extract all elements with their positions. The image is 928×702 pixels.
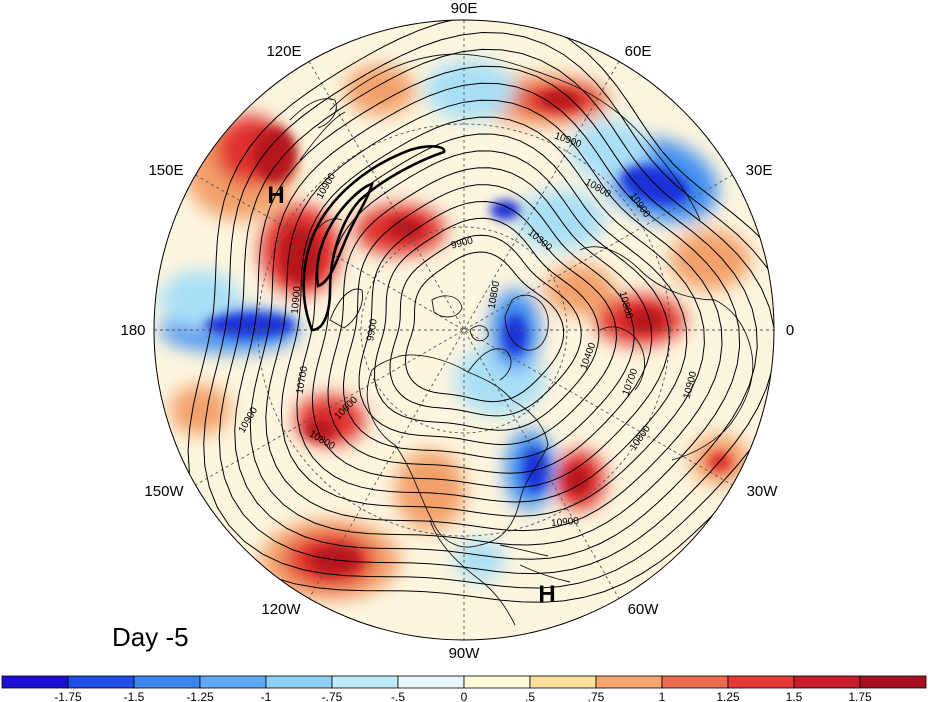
anomaly-blob — [395, 450, 465, 530]
colorbar-swatch — [67, 675, 135, 689]
contour-label: 10700 — [295, 365, 311, 395]
lon-label-120w: 120W — [261, 601, 301, 618]
colorbar-tick-label: 1.5 — [786, 690, 803, 702]
anomaly-blob — [345, 65, 415, 115]
lon-label-60e: 60E — [625, 43, 652, 60]
contour-label: 10900 — [290, 285, 303, 314]
anomaly-blob — [455, 540, 505, 580]
contour-label: 10800 — [487, 280, 503, 310]
colorbar-swatch — [133, 675, 201, 689]
height-contour — [187, 20, 774, 603]
colorbar-tick-label: 0 — [461, 690, 468, 702]
colorbar-swatch — [463, 675, 531, 689]
graticule — [154, 20, 774, 640]
colorbar-tick-label: 1.25 — [716, 690, 740, 702]
anomaly-blob — [503, 315, 527, 355]
colorbar-swatch — [397, 675, 465, 689]
lon-label-60w: 60W — [628, 601, 660, 618]
colorbar-swatch — [661, 675, 729, 689]
colorbar-tick-label: -.5 — [391, 690, 405, 702]
lon-label-90w: 90W — [449, 645, 481, 662]
anomaly-blob — [570, 120, 650, 180]
height-contour — [265, 99, 723, 532]
contour-label: 9900 — [365, 318, 380, 342]
height-contour — [311, 150, 670, 489]
anomaly-blob — [620, 165, 690, 205]
colorbar-swatch — [727, 675, 795, 689]
lon-label-90e: 90E — [451, 0, 478, 17]
anomaly-blob — [425, 60, 515, 120]
anomaly-blob — [627, 308, 663, 332]
panel-label: Day -5 — [112, 622, 189, 652]
colorbar: -1.75 -1.5 -1.25 -1 -.75 -.5 0 .5 .75 1 1.25 1.5 1.7… — [1, 675, 927, 702]
lon-label-120e: 120E — [266, 43, 301, 60]
lon-label-30w: 30W — [747, 483, 779, 500]
height-contour — [234, 65, 758, 560]
height-contour — [280, 116, 705, 517]
colorbar-tick-label: .5 — [525, 690, 535, 702]
contour-label: 10900 — [551, 516, 580, 529]
height-contour — [203, 31, 774, 589]
bold-contours — [302, 145, 446, 332]
colorbar-tick-label: -1.5 — [124, 690, 145, 702]
colorbar-swatch — [859, 675, 927, 689]
anomaly-blob — [708, 452, 732, 472]
height-contour — [404, 251, 565, 403]
colorbar-swatch — [265, 675, 333, 689]
lon-label-30e: 30E — [746, 162, 773, 179]
colorbar-swatch — [595, 675, 663, 689]
height-contour — [358, 200, 618, 446]
longitude-labels: 90E 60E 120E 30E 150E 0 180 150W 30W 120… — [120, 0, 794, 662]
colorbar-tick-label: -1.25 — [186, 690, 214, 702]
height-contour — [327, 167, 653, 474]
anomaly-blob — [490, 200, 520, 220]
colorbar-swatch — [331, 675, 399, 689]
height-contour — [389, 234, 582, 417]
colorbar-swatch — [199, 675, 267, 689]
lon-label-0: 0 — [786, 322, 794, 339]
anomaly-blob — [160, 270, 240, 330]
map-boundary — [153, 19, 775, 641]
anomaly-blob — [540, 91, 580, 109]
anomaly-blob — [566, 465, 590, 495]
lon-label-150w: 150W — [144, 483, 184, 500]
high-pressure-marker-west: H — [267, 182, 284, 209]
colorbar-tick-label: 1.75 — [848, 690, 872, 702]
lon-label-180: 180 — [120, 322, 145, 339]
anomaly-blob — [304, 420, 336, 440]
height-contour — [342, 184, 635, 460]
height-contour — [218, 48, 774, 575]
anomaly-blob — [670, 230, 750, 290]
colorbar-tick-label: -.75 — [322, 690, 343, 702]
colorbar-tick-label: -1.75 — [54, 690, 82, 702]
colorbar-swatch — [1, 675, 69, 689]
height-contours — [187, 20, 774, 603]
anomaly-blob — [205, 313, 295, 337]
anomaly-blob — [545, 265, 615, 315]
colorbar-swatch — [793, 675, 861, 689]
anomaly-blob — [253, 127, 297, 183]
colorbar-swatch — [529, 675, 597, 689]
anomaly-blob — [170, 385, 230, 435]
colorbar-tick-label: .75 — [588, 690, 605, 702]
lon-label-150e: 150E — [148, 162, 183, 179]
colorbar-tick-label: -1 — [261, 690, 272, 702]
height-contour — [374, 217, 600, 431]
colorbar-tick-label: 1 — [659, 690, 666, 702]
height-contour — [249, 82, 741, 546]
high-pressure-marker-south: H — [538, 581, 555, 608]
